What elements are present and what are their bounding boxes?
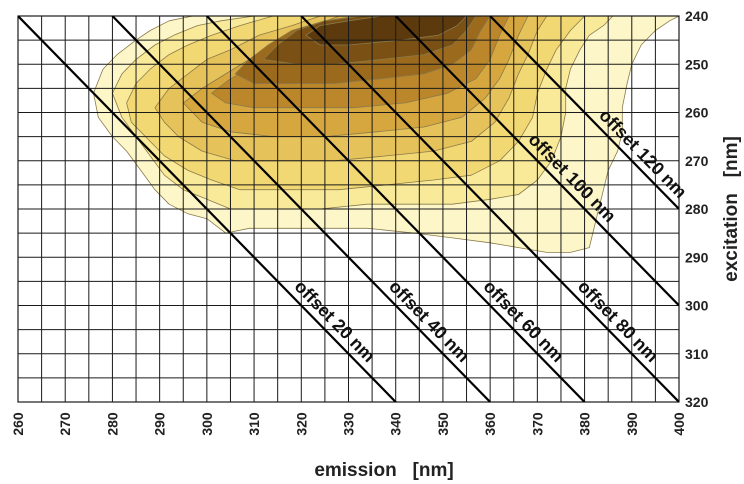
x-tick-label: 390: [624, 412, 640, 436]
x-tick-label: 270: [57, 412, 73, 436]
y-axis-title: excitation [nm]: [721, 136, 742, 282]
x-tick-label: 280: [104, 412, 120, 436]
x-tick-label: 340: [388, 412, 404, 436]
offset-label-60: offset 60 nm: [479, 276, 567, 366]
y-tick-label: 260: [685, 105, 709, 121]
offset-line-100: [394, 16, 679, 307]
y-tick-label: 320: [685, 394, 709, 410]
x-tick-label: 350: [435, 412, 451, 436]
y-tick-labels: 240 250 260 270 280 290 300 310 320: [685, 8, 709, 410]
grid-layer: [17, 15, 680, 403]
x-tick-label: 260: [10, 412, 26, 436]
y-tick-label: 300: [685, 298, 709, 314]
y-tick-label: 280: [685, 201, 709, 217]
x-tick-label: 370: [529, 412, 545, 436]
offset-label-80: offset 80 nm: [574, 276, 662, 366]
y-tick-label: 310: [685, 346, 709, 362]
offset-line-40: [111, 16, 491, 402]
y-tick-label: 270: [685, 153, 709, 169]
offset-line-120: [489, 16, 679, 210]
x-tick-label: 400: [671, 412, 687, 436]
x-tick-label: 330: [341, 412, 357, 436]
y-tick-label: 240: [685, 8, 709, 24]
offset-line-80: [300, 16, 679, 402]
offset-line-20: [18, 16, 397, 402]
x-tick-label: 380: [577, 412, 593, 436]
x-axis-title: emission [nm]: [314, 460, 453, 481]
offset-line-60: [206, 16, 586, 402]
x-tick-label: 290: [152, 412, 168, 436]
x-tick-labels: 260 270 280 290 300 310 320 330 340 350 360 370 380 3…: [10, 412, 687, 436]
offset-lines-layer: [18, 16, 679, 402]
offset-label-20: offset 20 nm: [291, 276, 379, 366]
x-tick-label: 360: [482, 412, 498, 436]
x-tick-label: 320: [293, 412, 309, 436]
offset-label-40: offset 40 nm: [385, 276, 473, 366]
contour-level-9: [305, 16, 467, 46]
y-tick-label: 290: [685, 249, 709, 265]
x-tick-label: 310: [246, 412, 262, 436]
y-tick-label: 250: [685, 56, 709, 72]
x-tick-label: 300: [199, 412, 215, 436]
